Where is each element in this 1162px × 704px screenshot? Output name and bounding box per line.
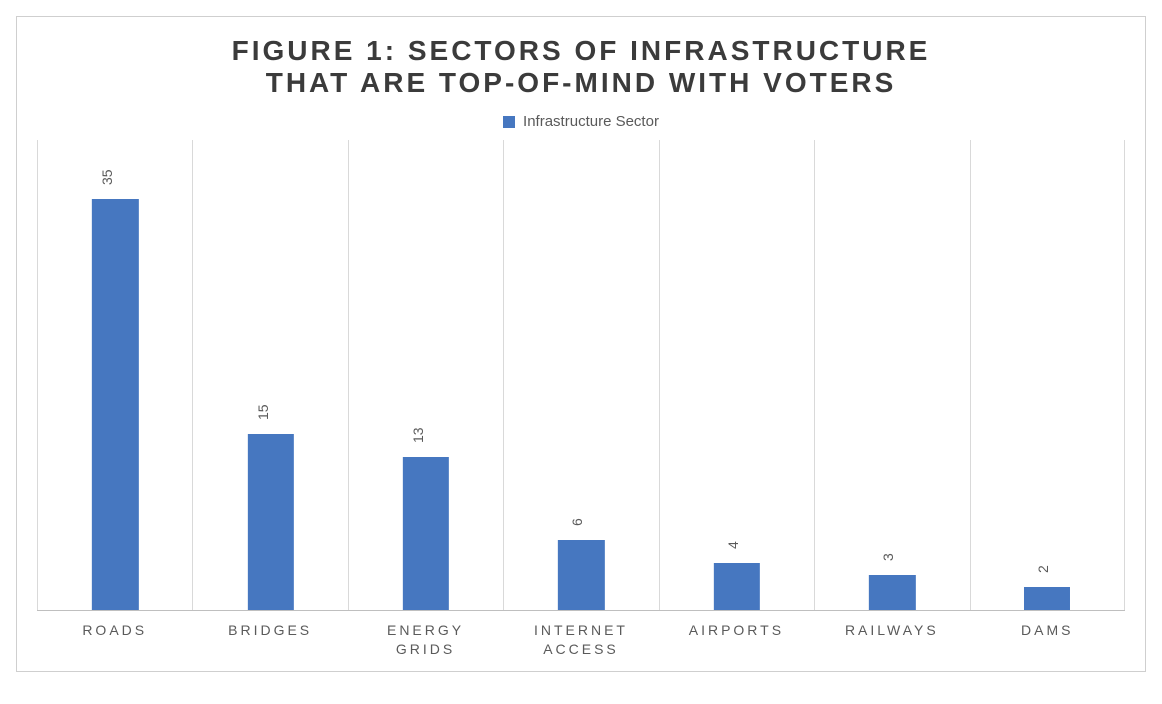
legend-label: Infrastructure Sector — [523, 113, 659, 130]
plot-area: 35 15 13 6 4 3 2 — [37, 140, 1125, 610]
bar-zone: 15 — [192, 140, 347, 610]
x-axis-labels: ROADSBRIDGESENERGYGRIDSINTERNETACCESSAIR… — [37, 611, 1125, 659]
chart-title-line1: FIGURE 1: SECTORS OF INFRASTRUCTURE — [57, 35, 1105, 67]
plot-wrap: 35 15 13 6 4 3 2 ROADSBRIDGESENERGYGRIDSINTERN… — [17, 140, 1145, 671]
bar-zone: 6 — [503, 140, 658, 610]
bar-zone: 2 — [970, 140, 1125, 610]
chart-title-line2: THAT ARE TOP-OF-MIND WITH VOTERS — [57, 67, 1105, 99]
chart-column: 15 — [192, 140, 347, 610]
bar — [247, 434, 293, 610]
bar-zone: 4 — [659, 140, 814, 610]
chart-column: 4 — [659, 140, 814, 610]
bar — [714, 563, 760, 610]
x-axis-label: INTERNETACCESS — [503, 621, 658, 659]
chart-column: 6 — [503, 140, 658, 610]
bar — [1024, 587, 1070, 611]
bar — [92, 199, 138, 610]
x-axis-label: DAMS — [970, 621, 1125, 659]
chart-column: 13 — [348, 140, 503, 610]
bar-zone: 3 — [814, 140, 969, 610]
chart-column: 35 — [37, 140, 192, 610]
chart-frame: FIGURE 1: SECTORS OF INFRASTRUCTURE THAT… — [16, 16, 1146, 672]
chart-legend: Infrastructure Sector — [17, 107, 1145, 140]
x-axis-label: RAILWAYS — [814, 621, 969, 659]
chart-column: 3 — [814, 140, 969, 610]
bar-data-label: 4 — [725, 541, 741, 549]
x-axis-label: AIRPORTS — [659, 621, 814, 659]
bar — [403, 457, 449, 610]
bar — [558, 540, 604, 611]
x-axis-label: ENERGYGRIDS — [348, 621, 503, 659]
bar-data-label: 13 — [410, 428, 426, 444]
x-axis-label: BRIDGES — [192, 621, 347, 659]
bar-zone: 13 — [348, 140, 503, 610]
chart-title: FIGURE 1: SECTORS OF INFRASTRUCTURE THAT… — [17, 17, 1145, 107]
x-axis-label: ROADS — [37, 621, 192, 659]
bar-data-label: 3 — [880, 553, 896, 561]
legend-swatch-icon — [503, 116, 515, 128]
chart-column: 2 — [970, 140, 1125, 610]
bar-data-label: 35 — [99, 169, 115, 185]
bar — [869, 575, 915, 610]
bar-zone: 35 — [37, 140, 192, 610]
bar-data-label: 2 — [1035, 565, 1051, 573]
bar-data-label: 6 — [570, 518, 586, 526]
bar-data-label: 15 — [255, 404, 271, 420]
